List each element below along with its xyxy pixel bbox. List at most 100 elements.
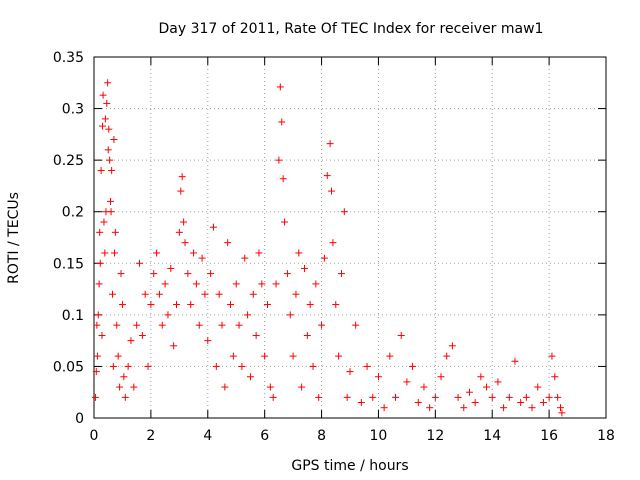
data-point xyxy=(106,156,114,164)
data-point xyxy=(409,362,417,370)
data-point xyxy=(261,352,269,360)
data-point xyxy=(255,249,263,257)
data-point xyxy=(121,393,129,401)
data-point xyxy=(539,399,547,407)
data-point xyxy=(175,228,183,236)
data-point xyxy=(155,290,163,298)
data-point xyxy=(227,301,235,309)
data-point xyxy=(392,393,400,401)
data-point xyxy=(477,373,485,381)
data-point xyxy=(229,352,237,360)
data-point xyxy=(184,270,192,278)
data-point xyxy=(99,122,107,130)
y-tick-label: 0.2 xyxy=(62,205,84,221)
data-point xyxy=(337,270,345,278)
data-point xyxy=(326,140,334,148)
data-point xyxy=(300,264,308,272)
data-point xyxy=(437,373,445,381)
data-point xyxy=(298,383,306,391)
data-point xyxy=(266,383,274,391)
data-point xyxy=(249,290,257,298)
x-tick-label: 10 xyxy=(370,428,388,444)
x-tick-label: 14 xyxy=(483,428,501,444)
grid-lines xyxy=(94,57,606,418)
x-tick-label: 16 xyxy=(540,428,558,444)
y-tick-label: 0 xyxy=(75,411,84,427)
data-point xyxy=(352,321,360,329)
data-point xyxy=(93,352,101,360)
data-point xyxy=(320,254,328,262)
data-point xyxy=(100,218,108,226)
data-point xyxy=(279,175,287,183)
x-tick-label: 8 xyxy=(317,428,326,444)
data-point xyxy=(241,254,249,262)
y-axis-label: ROTI / TECUs xyxy=(6,192,22,284)
data-point xyxy=(318,321,326,329)
y-tick-labels: 0 0.05 0.1 0.15 0.2 0.25 0.3 0.35 xyxy=(53,50,84,427)
data-point xyxy=(335,352,343,360)
data-point xyxy=(95,280,103,288)
data-point xyxy=(295,249,303,257)
x-axis-label: GPS time / hours xyxy=(291,458,408,474)
data-point xyxy=(94,311,102,319)
data-point xyxy=(269,393,277,401)
data-point xyxy=(548,352,556,360)
x-tick-label: 4 xyxy=(203,428,212,444)
data-point xyxy=(195,321,203,329)
data-point xyxy=(488,393,496,401)
data-point xyxy=(289,352,297,360)
data-point xyxy=(101,249,109,257)
x-tick-label: 18 xyxy=(597,428,615,444)
data-point xyxy=(207,270,215,278)
data-point xyxy=(127,337,135,345)
data-point xyxy=(209,223,217,231)
data-point xyxy=(551,373,559,381)
data-point xyxy=(232,280,240,288)
data-point xyxy=(511,357,519,365)
data-point xyxy=(386,352,394,360)
data-point xyxy=(212,362,220,370)
data-point xyxy=(238,362,246,370)
x-tick-label: 6 xyxy=(260,428,269,444)
data-point xyxy=(246,373,254,381)
data-point xyxy=(116,383,124,391)
data-point xyxy=(380,404,388,412)
data-point xyxy=(483,383,491,391)
data-point xyxy=(110,249,118,257)
data-point xyxy=(281,218,289,226)
data-point xyxy=(303,331,311,339)
axis-ticks xyxy=(93,56,607,419)
y-tick-label: 0.05 xyxy=(53,359,84,375)
x-tick-label: 2 xyxy=(146,428,155,444)
x-tick-label: 12 xyxy=(426,428,444,444)
data-point xyxy=(426,404,434,412)
data-point xyxy=(558,409,566,417)
data-point xyxy=(99,91,107,99)
data-point xyxy=(340,208,348,216)
data-point xyxy=(98,331,106,339)
data-point xyxy=(161,280,169,288)
data-point xyxy=(397,331,405,339)
data-point xyxy=(374,373,382,381)
x-tick-label: 0 xyxy=(90,428,99,444)
data-point xyxy=(138,331,146,339)
data-point xyxy=(150,270,158,278)
data-point xyxy=(522,393,530,401)
data-point xyxy=(104,146,112,154)
data-point xyxy=(332,301,340,309)
data-point xyxy=(252,331,260,339)
data-point xyxy=(309,362,317,370)
data-point xyxy=(264,301,272,309)
data-point xyxy=(181,239,189,247)
data-point xyxy=(275,156,283,164)
data-point xyxy=(218,321,226,329)
data-point xyxy=(178,173,186,181)
data-point xyxy=(312,280,320,288)
y-tick-label: 0.1 xyxy=(62,308,84,324)
data-point xyxy=(190,249,198,257)
data-point xyxy=(93,321,101,329)
y-tick-label: 0.3 xyxy=(62,102,84,118)
data-point xyxy=(258,280,266,288)
data-point xyxy=(110,136,118,144)
